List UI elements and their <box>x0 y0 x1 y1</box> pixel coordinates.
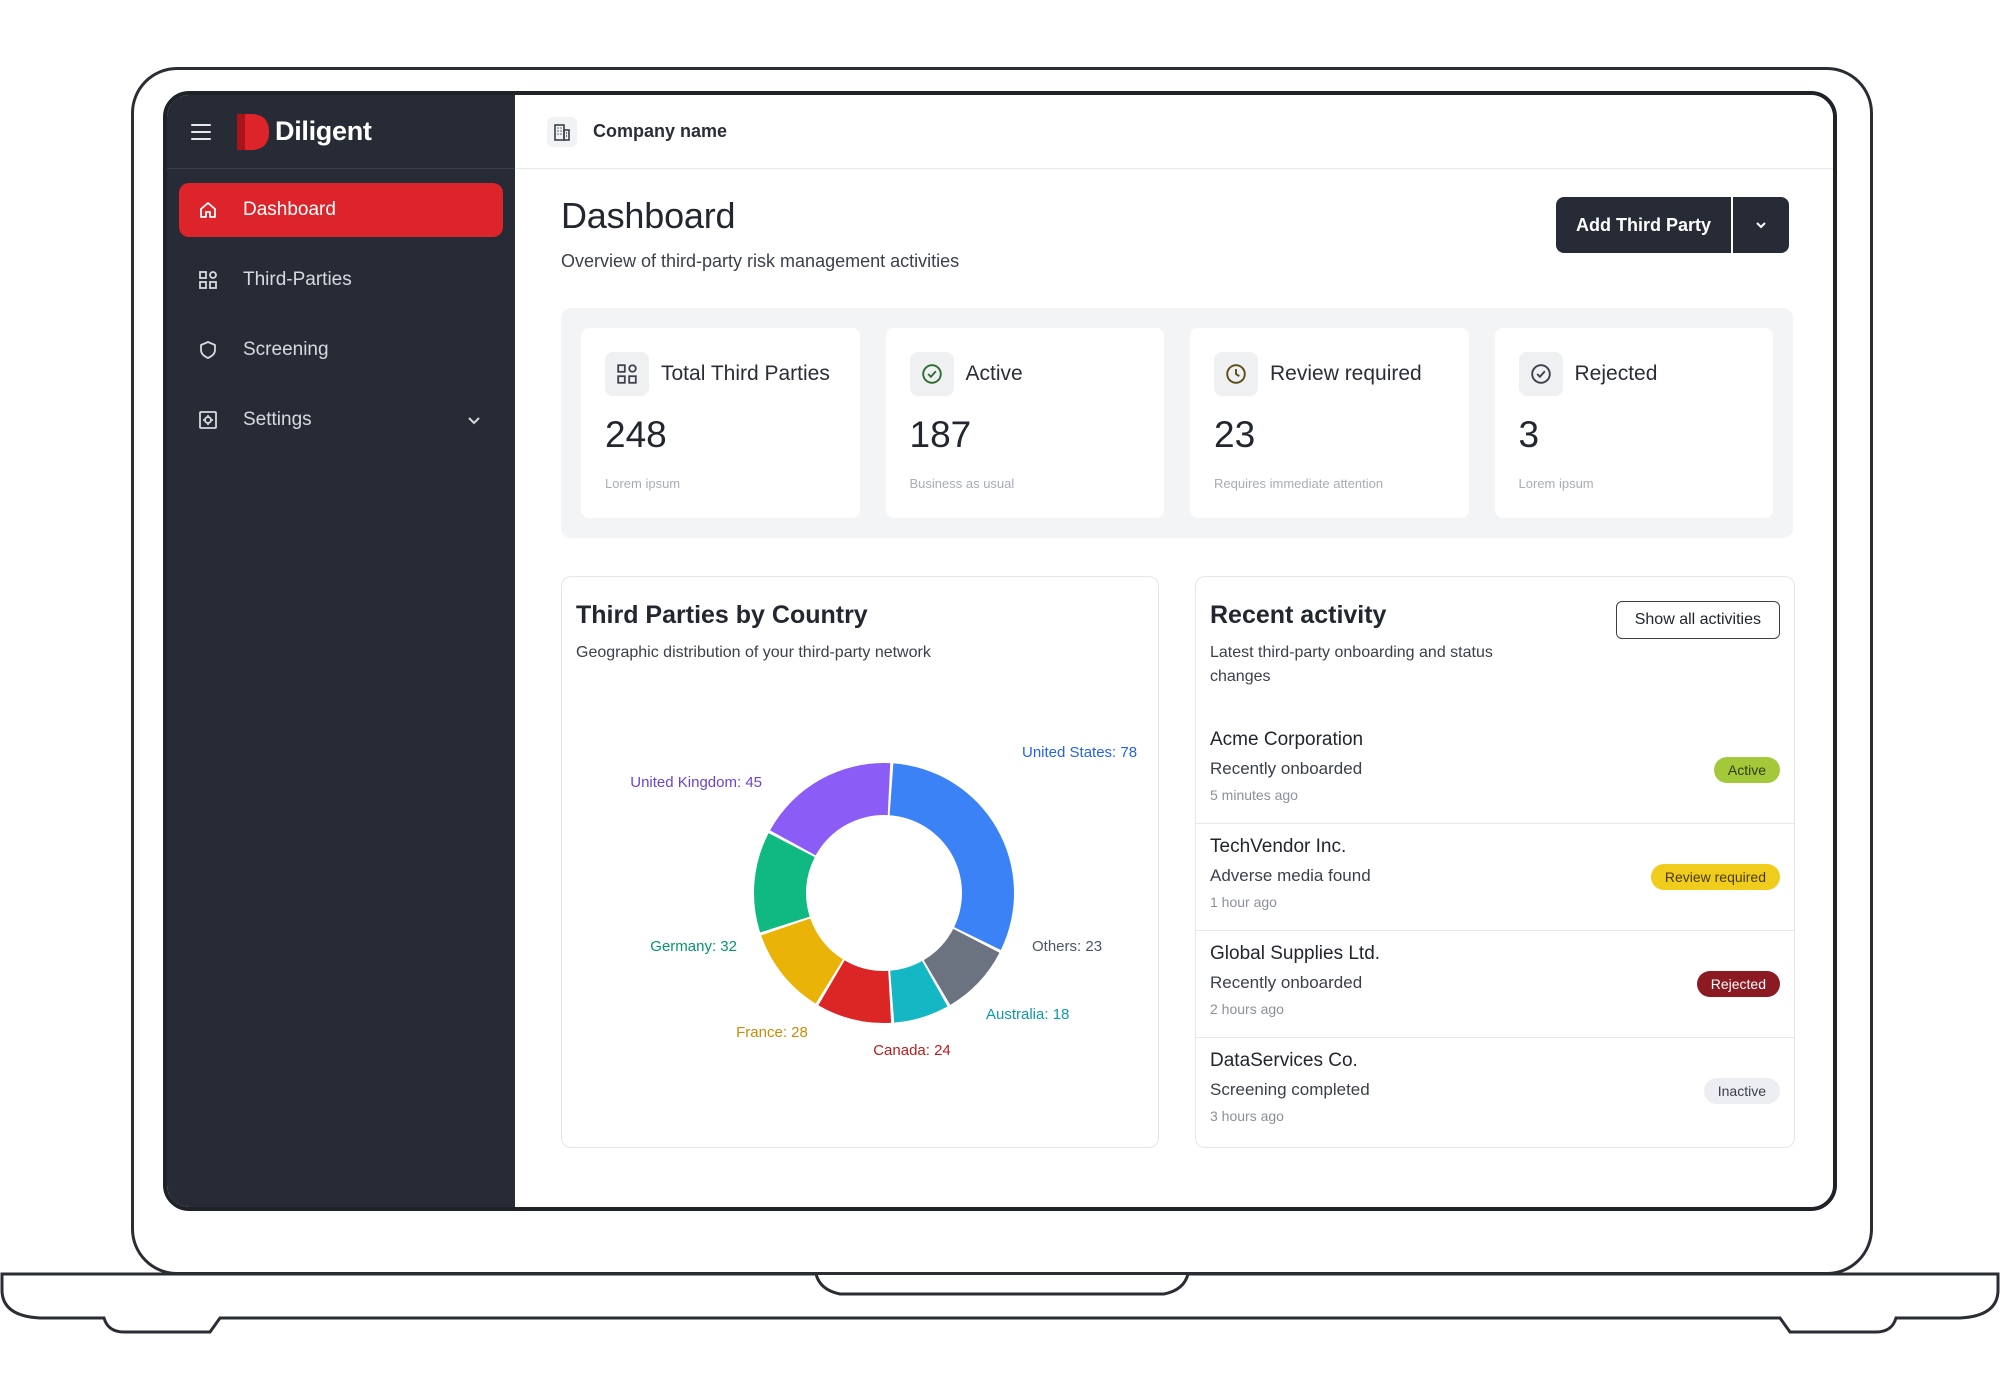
sidebar-item-screening[interactable]: Screening <box>179 323 503 377</box>
status-badge: Review required <box>1650 864 1780 890</box>
main-content: Company name Dashboard Overview of third… <box>515 95 1833 1207</box>
status-badge: Inactive <box>1703 1078 1780 1104</box>
sidebar-item-label: Third-Parties <box>243 269 352 290</box>
sidebar-item-third-parties[interactable]: Third-Parties <box>179 253 503 307</box>
activity-item[interactable]: Global Supplies Ltd. Recently onboarded … <box>1196 931 1794 1038</box>
home-icon <box>197 199 219 221</box>
activity-desc: Recently onboarded <box>1210 759 1363 778</box>
add-options-dropdown[interactable] <box>1733 197 1789 253</box>
kpi-label: Total Third Parties <box>661 362 830 385</box>
activity-time: 2 hours ago <box>1210 1001 1284 1017</box>
sidebar: Diligent Dashboard Third-Parties Screeni… <box>167 95 515 1207</box>
activity-item[interactable]: TechVendor Inc. Adverse media found 1 ho… <box>1196 824 1794 931</box>
check-circle-icon <box>1518 352 1563 396</box>
sidebar-item-label: Dashboard <box>243 199 336 220</box>
donut-label: Others: 23 <box>1032 938 1102 955</box>
kpi-value: 248 <box>605 414 667 455</box>
clock-icon <box>1214 352 1258 396</box>
donut-slice-germany[interactable] <box>754 833 815 933</box>
kpi-card-review[interactable]: Review required 23 Requires immediate at… <box>1190 328 1469 518</box>
kpi-note: Lorem ipsum <box>1518 476 1594 491</box>
kpi-label: Rejected <box>1574 362 1658 385</box>
donut-label: United States: 78 <box>1022 744 1137 761</box>
chevron-down-icon[interactable] <box>465 411 483 429</box>
page-title: Dashboard <box>561 195 736 236</box>
donut-slice-united-states[interactable] <box>889 763 1014 950</box>
sidebar-item-dashboard[interactable]: Dashboard <box>179 183 503 237</box>
page-subtitle: Overview of third-party risk management … <box>561 251 960 271</box>
donut-label: Australia: 18 <box>986 1006 1069 1023</box>
activity-desc: Adverse media found <box>1210 866 1371 885</box>
activity-list: Acme Corporation Recently onboarded 5 mi… <box>1196 717 1794 1145</box>
chart-subtitle: Geographic distribution of your third-pa… <box>576 644 931 661</box>
donut-label: United Kingdom: 45 <box>630 774 762 791</box>
kpi-value: 187 <box>909 414 972 455</box>
topbar: Company name <box>515 95 1833 169</box>
activity-item[interactable]: Acme Corporation Recently onboarded 5 mi… <box>1196 717 1794 824</box>
kpi-card-total[interactable]: Total Third Parties 248 Lorem ipsum <box>581 328 860 518</box>
donut-slice-united-kingdom[interactable] <box>770 763 891 856</box>
activity-time: 5 minutes ago <box>1210 787 1298 803</box>
menu-icon[interactable] <box>191 123 211 140</box>
settings-icon <box>197 409 219 431</box>
show-all-activities-button[interactable]: Show all activities <box>1615 601 1780 639</box>
kpi-note: Lorem ipsum <box>605 476 681 491</box>
activity-name: Acme Corporation <box>1210 729 1364 750</box>
kpi-note: Business as usual <box>909 476 1015 491</box>
status-badge: Active <box>1713 757 1780 783</box>
kpi-card-active[interactable]: Active 187 Business as usual <box>885 328 1164 518</box>
sidebar-header: Diligent <box>167 95 515 169</box>
kpi-label: Review required <box>1270 362 1422 385</box>
country-chart-card: United States: 78 Others: 23 Australia: 18… <box>561 576 1159 1148</box>
kpi-value: 23 <box>1214 414 1256 455</box>
donut-slice-australia[interactable] <box>890 961 948 1023</box>
shield-icon <box>197 339 219 361</box>
activity-title: Recent activity <box>1210 601 1387 629</box>
donut-slice-france[interactable] <box>761 918 844 1004</box>
sidebar-nav: Dashboard Third-Parties Screening Settin… <box>167 169 515 447</box>
laptop-base <box>0 1272 2000 1334</box>
donut-slice-others[interactable] <box>923 928 1000 1005</box>
recent-activity-card: Recent activity Latest third-party onboa… <box>1195 576 1795 1148</box>
donut-slice-canada[interactable] <box>818 960 892 1023</box>
status-badge: Rejected <box>1696 971 1780 997</box>
page-header: Dashboard Overview of third-party risk m… <box>561 195 959 272</box>
activity-time: 3 hours ago <box>1210 1108 1284 1124</box>
company-name[interactable]: Company name <box>593 121 728 141</box>
activity-desc: Screening completed <box>1210 1080 1370 1099</box>
activity-time: 1 hour ago <box>1210 894 1277 910</box>
donut-label: Germany: 32 <box>650 938 737 955</box>
donut-label: France: 28 <box>736 1024 808 1041</box>
check-circle-icon <box>909 352 954 396</box>
activity-subtitle: Latest third-party onboarding and status… <box>1210 644 1493 685</box>
kpi-label: Active <box>965 362 1023 385</box>
diligent-logo-icon <box>237 113 269 150</box>
activity-desc: Recently onboarded <box>1210 973 1363 992</box>
sidebar-item-settings[interactable]: Settings <box>179 393 503 447</box>
kpi-strip: Total Third Parties 248 Lorem ipsum Acti… <box>561 308 1793 538</box>
kpi-card-rejected[interactable]: Rejected 3 Lorem ipsum <box>1494 328 1773 518</box>
chart-title: Third Parties by Country <box>576 601 868 629</box>
chevron-down-icon <box>1756 222 1766 229</box>
activity-item[interactable]: DataServices Co. Screening completed 3 h… <box>1196 1038 1794 1145</box>
kpi-note: Requires immediate attention <box>1214 476 1384 491</box>
add-third-party-button[interactable]: Add Third Party <box>1556 197 1733 253</box>
grid-icon <box>197 269 219 291</box>
grid-icon <box>605 352 649 396</box>
country-donut-chart: United States: 78 Others: 23 Australia: 18… <box>630 744 1137 1059</box>
activity-name: Global Supplies Ltd. <box>1210 943 1381 964</box>
activity-name: DataServices Co. <box>1210 1050 1358 1071</box>
building-icon <box>547 116 577 147</box>
sidebar-item-label: Screening <box>243 339 329 360</box>
sidebar-item-label: Settings <box>243 409 312 430</box>
app-window: Diligent Dashboard Third-Parties Screeni… <box>163 91 1837 1211</box>
activity-name: TechVendor Inc. <box>1210 836 1347 857</box>
brand-name: Diligent <box>275 116 372 146</box>
kpi-value: 3 <box>1518 414 1540 455</box>
donut-label: Canada: 24 <box>873 1042 951 1059</box>
add-third-party-split-button: Add Third Party <box>1555 197 1789 253</box>
